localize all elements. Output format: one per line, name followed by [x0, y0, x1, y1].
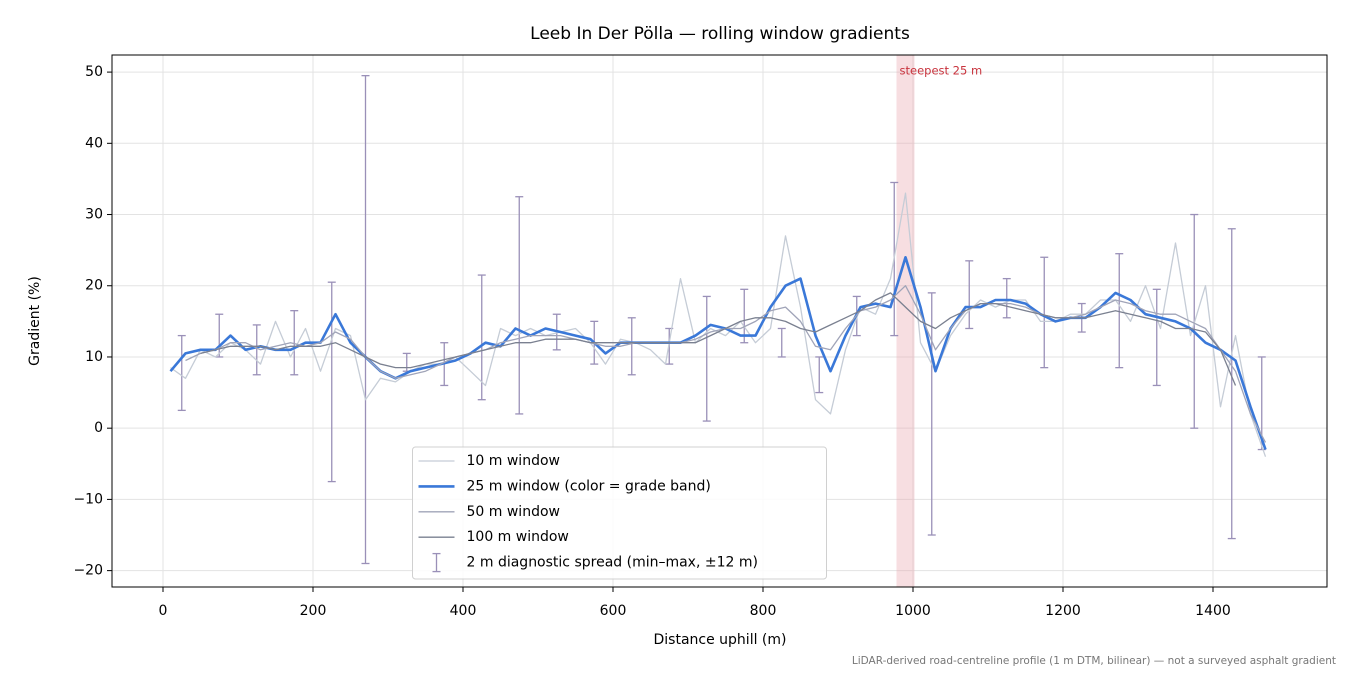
y-axis-label: Gradient (%): [27, 276, 43, 366]
error-bar: [777, 327, 786, 358]
x-axis-label: Distance uphill (m): [654, 632, 787, 648]
error-bar: [702, 295, 711, 422]
error-bar: [927, 292, 936, 536]
y-tick-label: 10: [85, 349, 103, 365]
error-bar: [740, 288, 749, 344]
legend-label: 2 m diagnostic spread (min–max, ±12 m): [467, 555, 758, 571]
plot-frame: [111, 54, 1328, 588]
error-bar: [327, 281, 336, 483]
error-bar: [290, 310, 299, 376]
y-tick-label: 30: [85, 207, 103, 223]
error-bar: [1227, 228, 1236, 540]
y-tick-label: 40: [85, 135, 103, 151]
error-bar: [1040, 256, 1049, 369]
legend-label: 100 m window: [467, 529, 569, 545]
x-tick-label: 0: [159, 603, 168, 619]
highlight-span: [896, 55, 915, 587]
error-bar: [477, 274, 486, 401]
error-bar: [361, 75, 370, 565]
y-tick-label: 0: [94, 420, 103, 436]
x-tick-label: 800: [750, 603, 777, 619]
legend-label: 25 m window (color = grade band): [467, 478, 711, 494]
error-bar: [815, 356, 824, 394]
y-tick-label: −20: [73, 563, 103, 579]
error-bar: [1115, 253, 1124, 369]
error-bar: [627, 317, 636, 376]
x-tick-label: 1200: [1045, 603, 1081, 619]
series-line: [200, 292, 1237, 386]
legend-box: [412, 446, 827, 580]
error-bar: [1152, 288, 1161, 387]
legend-label: 10 m window: [467, 453, 560, 469]
error-bar: [215, 313, 224, 358]
x-tick-label: 1400: [1195, 603, 1231, 619]
x-tick-label: 400: [450, 603, 477, 619]
error-bar: [252, 324, 261, 376]
y-tick-label: 20: [85, 278, 103, 294]
x-tick-label: 1000: [895, 603, 931, 619]
highlight-label: steepest 25 m: [900, 64, 983, 78]
error-bar: [515, 196, 524, 415]
x-tick-label: 600: [600, 603, 627, 619]
y-tick-label: −10: [73, 491, 103, 507]
x-tick-label: 200: [300, 603, 327, 619]
legend-label: 50 m window: [467, 504, 560, 520]
error-bar: [177, 334, 186, 412]
footnote: LiDAR-derived road-centreline profile (1…: [852, 655, 1336, 667]
error-bar: [965, 260, 974, 330]
error-bar: [1002, 277, 1011, 319]
y-tick-label: 50: [85, 64, 103, 80]
chart-title: Leeb In Der Pölla — rolling window gradi…: [530, 24, 910, 44]
legend-swatch: [432, 552, 441, 573]
